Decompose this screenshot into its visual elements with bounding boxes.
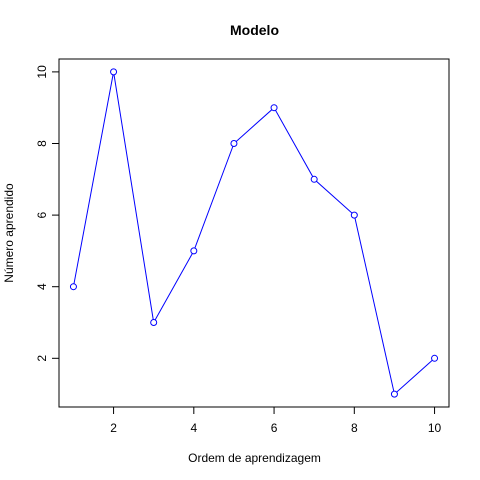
x-tick-label: 2 (110, 421, 117, 435)
y-tick-label: 8 (35, 140, 49, 147)
x-tick-label: 10 (428, 421, 442, 435)
y-tick-label: 10 (35, 65, 49, 79)
y-tick-label: 2 (35, 355, 49, 362)
y-tick-label: 4 (35, 283, 49, 290)
data-point (69, 283, 77, 291)
series-line (72, 71, 435, 396)
chart-title: Modelo (230, 22, 279, 38)
data-point (350, 211, 358, 219)
x-tick-label: 6 (271, 421, 278, 435)
x-tick-label: 4 (190, 421, 197, 435)
data-point (270, 104, 278, 112)
data-point (110, 68, 118, 76)
data-point (150, 319, 158, 327)
data-series (69, 68, 439, 398)
data-point (310, 175, 318, 183)
data-point (230, 139, 238, 147)
x-axis-label: Ordem de aprendizagem (188, 451, 321, 465)
x-axis: 2 4 6 8 10 (110, 406, 442, 435)
y-axis: 2 4 6 8 10 (35, 65, 60, 362)
y-tick-label: 6 (35, 211, 49, 218)
y-axis-label: Número aprendido (2, 183, 16, 283)
x-tick-label: 8 (351, 421, 358, 435)
data-point (190, 247, 198, 255)
data-point (390, 390, 398, 398)
data-point (431, 354, 439, 362)
